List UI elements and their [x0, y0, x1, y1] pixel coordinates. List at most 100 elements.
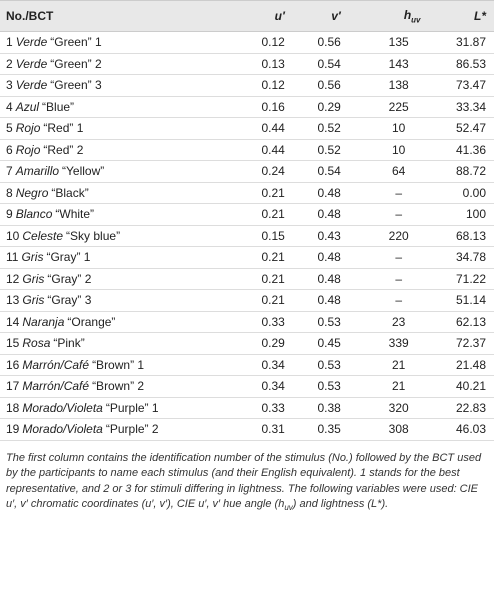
cell-value: 0.43	[317, 228, 341, 243]
cell-value: 0.54	[317, 164, 341, 179]
table-cell: –	[348, 289, 429, 312]
table-row: 11 Gris “Gray” 1 0.21 0.48 – 34.78	[0, 246, 494, 269]
table-cell: 0.21	[236, 268, 293, 290]
cell-value: 0.34	[261, 379, 285, 394]
table-cell: 17 Marrón/Café “Brown” 2	[0, 375, 237, 398]
cell-value: 0.53	[317, 379, 341, 394]
header-cell: huv	[348, 0, 429, 32]
cell-value: 22.83	[455, 400, 486, 415]
stimulus-number: 19	[6, 422, 20, 437]
table-cell: 3 Verde “Green” 3	[0, 74, 237, 97]
stimulus-number: 6	[6, 142, 13, 157]
stimulus-number: 1	[6, 35, 13, 50]
cell-value: 71.22	[455, 271, 486, 286]
cell-value: 10	[391, 142, 406, 157]
table-cell: 21	[348, 354, 429, 376]
cell-value: 33.34	[455, 99, 486, 114]
table-row: 5 Rojo “Red” 1 0.44 0.52 10 52.47	[0, 117, 494, 140]
table-cell: 0.34	[236, 375, 293, 398]
cell-value: –	[395, 250, 402, 265]
table-cell: 33.34	[428, 96, 494, 118]
table-cell: 10 Celeste “Sky blue”	[0, 225, 237, 247]
cell-value: 0.12	[261, 35, 285, 50]
table-cell: 72.37	[428, 332, 494, 355]
cell-value: 23	[391, 314, 406, 329]
header-cell: v′	[292, 0, 349, 32]
table-cell: 100	[428, 203, 494, 226]
table-cell: 68.13	[428, 225, 494, 247]
cell-value: 0.16	[261, 99, 285, 114]
table-cell: 0.21	[236, 203, 293, 226]
color-term: Morado/Violeta	[22, 422, 103, 437]
table-cell: 86.53	[428, 53, 494, 75]
table-cell: –	[348, 182, 429, 204]
color-term: Amarillo	[15, 164, 60, 179]
english-term: “Brown” 2	[92, 379, 145, 394]
stimulus-number: 7	[6, 164, 13, 179]
stimulus-number: 14	[6, 314, 20, 329]
table-row: 3 Verde “Green” 3 0.12 0.56 138 73.47	[0, 74, 494, 97]
english-term: “Purple” 2	[105, 422, 159, 437]
table-cell: –	[348, 203, 429, 226]
stimulus-number: 4	[6, 99, 13, 114]
table-cell: 0.52	[292, 139, 349, 161]
cell-value: 10	[391, 121, 406, 136]
table-cell: 0.21	[236, 246, 293, 269]
cell-value: 0.54	[317, 56, 341, 71]
stimulus-number: 2	[6, 56, 13, 71]
color-term: Gris	[22, 293, 45, 308]
cell-value: 339	[388, 336, 409, 351]
cell-value: 72.37	[455, 336, 486, 351]
table-cell: 10	[348, 139, 429, 161]
table-cell: 0.15	[236, 225, 293, 247]
footnote-subscript: uv	[284, 503, 293, 513]
cell-value: 34.78	[455, 250, 486, 265]
footnote-text: ) and lightness (L*).	[292, 498, 389, 510]
cell-value: 68.13	[455, 228, 486, 243]
table-row: 12 Gris “Gray” 2 0.21 0.48 – 71.22	[0, 268, 494, 290]
table-row: 8 Negro “Black” 0.21 0.48 – 0.00	[0, 182, 494, 204]
table-cell: 19 Morado/Violeta “Purple” 2	[0, 418, 237, 441]
table-cell: 4 Azul “Blue”	[0, 96, 237, 118]
table-cell: 0.12	[236, 74, 293, 97]
english-term: “Purple” 1	[105, 400, 159, 415]
cell-value: 52.47	[455, 121, 486, 136]
cell-value: 135	[388, 35, 409, 50]
table-cell: 10	[348, 117, 429, 140]
table-cell: 51.14	[428, 289, 494, 312]
cell-value: –	[395, 185, 402, 200]
cell-value: 0.53	[317, 314, 341, 329]
cell-value: 21.48	[455, 357, 486, 372]
cell-value: 0.34	[261, 357, 285, 372]
table-cell: 0.45	[292, 332, 349, 355]
color-term: Rojo	[15, 142, 41, 157]
english-term: “Orange”	[67, 314, 116, 329]
english-term: “Black”	[51, 185, 89, 200]
table-row: 7 Amarillo “Yellow” 0.24 0.54 64 88.72	[0, 160, 494, 183]
table-cell: 308	[348, 418, 429, 441]
table-cell: 0.33	[236, 311, 293, 333]
table-cell: 0.21	[236, 289, 293, 312]
table-cell: 22.83	[428, 397, 494, 419]
cell-value: 320	[388, 400, 409, 415]
table-row: 4 Azul “Blue” 0.16 0.29 225 33.34	[0, 96, 494, 118]
english-term: “Yellow”	[62, 164, 105, 179]
english-term: “Gray” 1	[46, 250, 91, 265]
cell-value: 0.35	[317, 422, 341, 437]
cell-value: 0.13	[261, 56, 285, 71]
table-row: 9 Blanco “White” 0.21 0.48 – 100	[0, 203, 494, 226]
table-cell: 135	[348, 31, 429, 54]
cell-value: 0.21	[261, 207, 285, 222]
header-text: No./BCT	[6, 9, 54, 23]
cell-value: 86.53	[455, 56, 486, 71]
cell-value: 0.24	[261, 164, 285, 179]
table-cell: 0.48	[292, 203, 349, 226]
cell-value: 0.48	[317, 207, 341, 222]
table-cell: 0.44	[236, 139, 293, 161]
english-term: “Gray” 2	[47, 271, 92, 286]
table-cell: 8 Negro “Black”	[0, 182, 237, 204]
english-term: “Pink”	[53, 336, 85, 351]
color-term: Gris	[22, 271, 45, 286]
table-cell: 14 Naranja “Orange”	[0, 311, 237, 333]
